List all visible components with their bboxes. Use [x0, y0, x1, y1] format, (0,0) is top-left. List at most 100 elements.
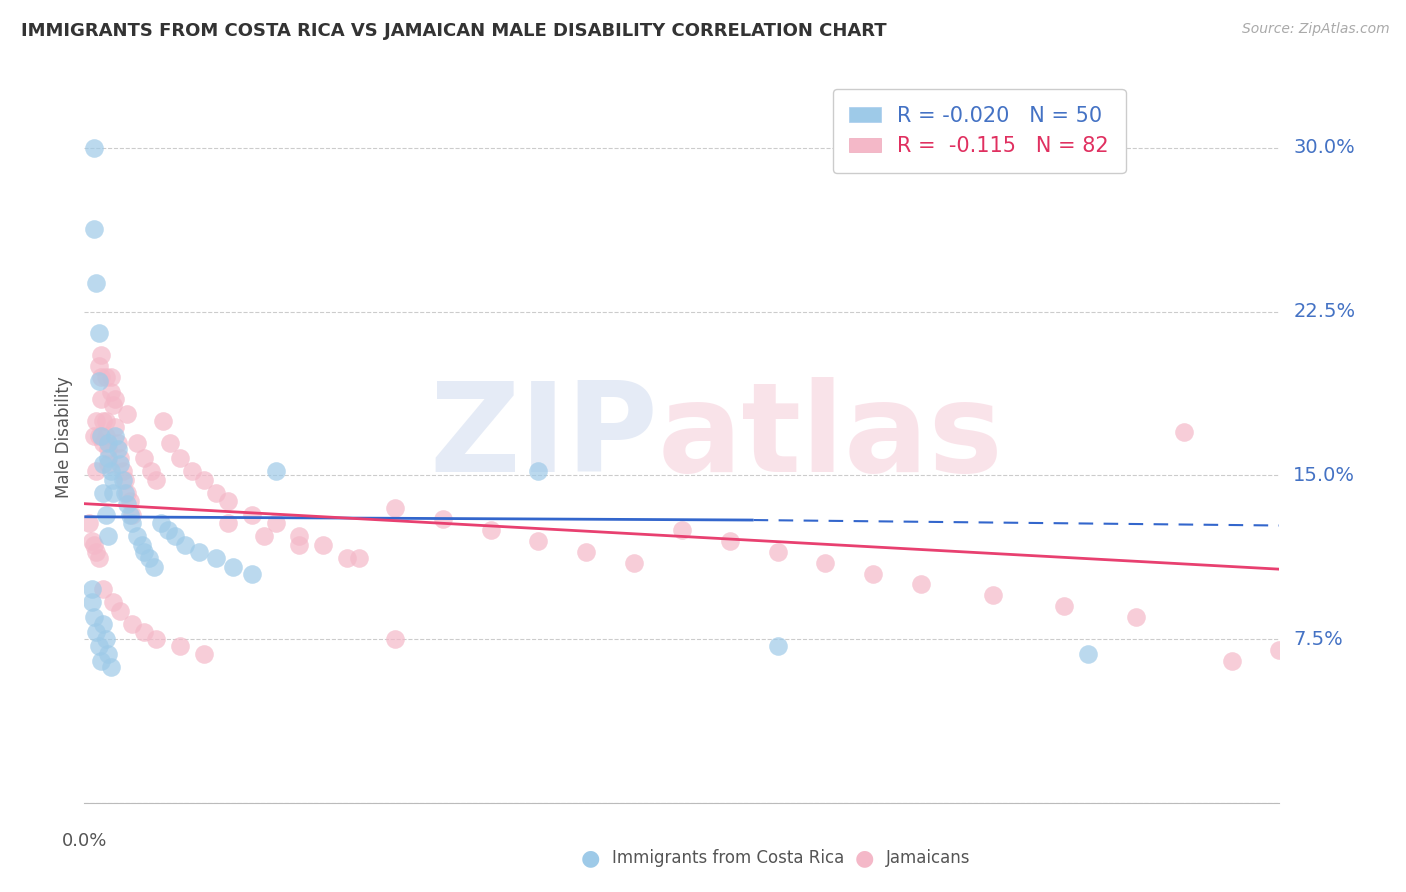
Point — [86, 545, 108, 559]
Point — [766, 639, 789, 653]
Point — [100, 370, 122, 384]
Point — [87, 551, 110, 566]
Text: 15.0%: 15.0% — [1294, 466, 1355, 484]
Point — [104, 420, 127, 434]
Point — [384, 501, 406, 516]
Point — [349, 551, 371, 566]
Text: ●: ● — [855, 848, 875, 868]
Point — [217, 516, 239, 531]
Point — [217, 494, 239, 508]
Text: ZIP: ZIP — [429, 376, 658, 498]
Point — [205, 485, 228, 500]
Point — [117, 497, 139, 511]
Point — [125, 529, 148, 543]
Point — [86, 464, 108, 478]
Point — [100, 464, 122, 478]
Point — [121, 616, 143, 631]
Point — [205, 551, 228, 566]
Point — [173, 538, 195, 552]
Point — [80, 595, 103, 609]
Point — [910, 577, 932, 591]
Y-axis label: Male Disability: Male Disability — [55, 376, 73, 498]
Point — [104, 429, 127, 443]
Point — [97, 529, 120, 543]
Point — [97, 458, 120, 472]
Point — [138, 551, 160, 566]
Point — [264, 464, 287, 478]
Point — [814, 556, 837, 570]
Point — [101, 595, 124, 609]
Point — [336, 551, 359, 566]
Text: 30.0%: 30.0% — [1294, 138, 1355, 157]
Point — [111, 473, 134, 487]
Point — [87, 326, 110, 341]
Point — [1220, 654, 1243, 668]
Point — [766, 545, 789, 559]
Point — [90, 429, 112, 443]
Point — [384, 632, 406, 646]
Legend: R = -0.020   N = 50, R =  -0.115   N = 82: R = -0.020 N = 50, R = -0.115 N = 82 — [832, 89, 1126, 173]
Point — [87, 359, 110, 373]
Point — [188, 545, 211, 559]
Point — [94, 632, 117, 646]
Point — [97, 450, 120, 465]
Point — [169, 450, 191, 465]
Point — [240, 566, 263, 581]
Point — [1053, 599, 1076, 614]
Point — [83, 538, 105, 552]
Point — [718, 533, 741, 548]
Point — [288, 529, 311, 543]
Point — [1125, 610, 1147, 624]
Point — [141, 464, 163, 478]
Point — [90, 348, 112, 362]
Point — [107, 435, 129, 450]
Point — [117, 485, 139, 500]
Point — [1364, 648, 1386, 662]
Point — [288, 538, 311, 552]
Point — [253, 529, 276, 543]
Point — [93, 414, 115, 428]
Point — [83, 429, 105, 443]
Point — [86, 414, 108, 428]
Point — [94, 414, 117, 428]
Point — [121, 508, 143, 522]
Point — [94, 429, 117, 443]
Point — [132, 625, 156, 640]
Point — [77, 516, 100, 531]
Point — [149, 516, 172, 531]
Point — [169, 639, 191, 653]
Point — [193, 648, 215, 662]
Point — [83, 221, 105, 235]
Point — [132, 450, 156, 465]
Point — [87, 375, 110, 389]
Point — [527, 464, 550, 478]
Point — [221, 560, 243, 574]
Point — [93, 458, 115, 472]
Point — [90, 654, 112, 668]
Text: Jamaicans: Jamaicans — [886, 849, 970, 867]
Text: 22.5%: 22.5% — [1294, 302, 1355, 321]
Point — [432, 512, 454, 526]
Point — [152, 414, 174, 428]
Point — [125, 435, 148, 450]
Text: 7.5%: 7.5% — [1294, 630, 1343, 648]
Text: ●: ● — [581, 848, 600, 868]
Point — [527, 533, 550, 548]
Point — [132, 545, 156, 559]
Point — [145, 473, 167, 487]
Point — [862, 566, 884, 581]
Point — [575, 545, 598, 559]
Text: atlas: atlas — [658, 376, 1004, 498]
Point — [80, 582, 103, 596]
Point — [110, 458, 132, 472]
Point — [93, 485, 115, 500]
Point — [1173, 425, 1195, 439]
Point — [101, 473, 124, 487]
Point — [121, 516, 143, 531]
Text: IMMIGRANTS FROM COSTA RICA VS JAMAICAN MALE DISABILITY CORRELATION CHART: IMMIGRANTS FROM COSTA RICA VS JAMAICAN M… — [21, 22, 887, 40]
Point — [1077, 648, 1099, 662]
Text: Source: ZipAtlas.com: Source: ZipAtlas.com — [1241, 22, 1389, 37]
Point — [87, 639, 110, 653]
Point — [86, 625, 108, 640]
Point — [264, 516, 287, 531]
